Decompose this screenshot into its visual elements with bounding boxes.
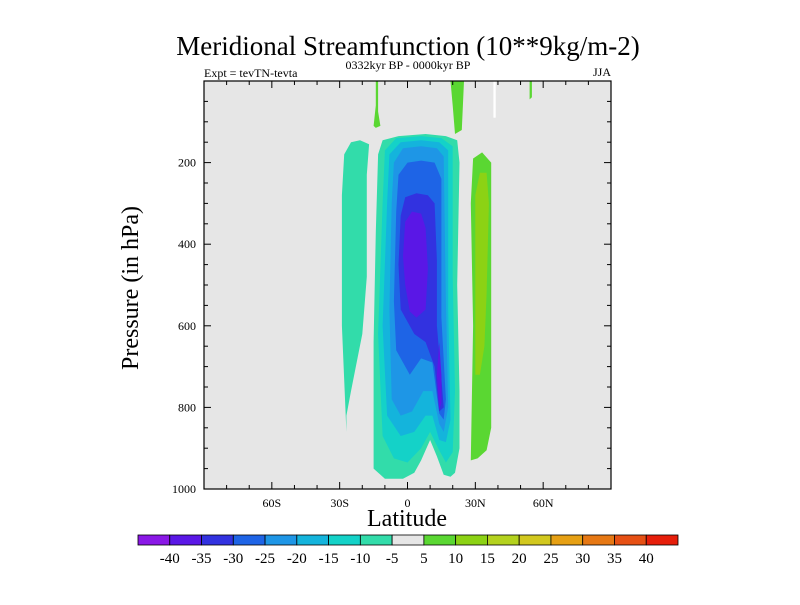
colorbar-box (296, 534, 329, 546)
colorbar-box (359, 534, 393, 546)
colorbar-label: 15 (480, 551, 495, 567)
contour-region-14 (493, 81, 496, 118)
y-tick-label: 400 (178, 237, 196, 251)
experiment-label: Expt = tevTN-tevta (204, 66, 298, 80)
colorbar-label: 35 (607, 551, 622, 567)
colorbar-box (391, 534, 425, 546)
colorbar-box (137, 534, 171, 546)
colorbar-label: -30 (223, 551, 243, 567)
contour-region-12 (475, 172, 489, 375)
colorbar-box (328, 534, 361, 546)
x-tick-label: 60N (533, 496, 554, 510)
y-axis-label: Pressure (in hPa) (118, 206, 144, 370)
x-tick-label: 60S (262, 496, 281, 510)
colorbar-label: -10 (350, 551, 370, 567)
plot-area (203, 80, 612, 490)
contour-region-0 (341, 140, 370, 432)
chart-subtitle: 0332kyr BP - 0000kyr BP (346, 58, 471, 72)
contour-region-7 (403, 211, 428, 318)
colorbar-label: 20 (512, 551, 527, 567)
colorbar-label: -5 (386, 551, 399, 567)
x-tick-label: 0 (405, 496, 411, 510)
colorbar-box (423, 534, 457, 546)
colorbar-label: 25 (543, 551, 558, 567)
season-label: JJA (593, 65, 611, 79)
x-tick-label: 30N (465, 496, 486, 510)
colorbar-box (487, 534, 520, 546)
contour-region-13 (529, 81, 532, 100)
colorbar-box (264, 534, 298, 546)
chart-title: Meridional Streamfunction (10**9kg/m-2) (176, 31, 639, 61)
colorbar-box (232, 534, 266, 546)
contour-region-8 (436, 342, 442, 410)
y-axis-ticks: 200 400 600 800 1000 (172, 80, 611, 496)
colorbar-label: -25 (255, 551, 275, 567)
contour-regions (341, 81, 532, 479)
colorbar-box (455, 534, 488, 546)
x-axis-label: Latitude (367, 506, 447, 532)
colorbar-label: 10 (448, 551, 463, 567)
colorbar-label: 5 (420, 551, 428, 567)
colorbar-box (550, 534, 584, 546)
colorbar-box (645, 534, 679, 546)
y-tick-label: 1000 (172, 482, 196, 496)
colorbar-label: 30 (575, 551, 590, 567)
y-tick-label: 800 (178, 400, 196, 414)
colorbar-box (169, 534, 202, 546)
colorbar-box (614, 534, 647, 546)
x-tick-label: 30S (330, 496, 349, 510)
colorbar-label: 40 (639, 551, 654, 567)
contour-region-9 (373, 81, 381, 128)
colorbar-box (518, 534, 552, 546)
colorbar-label: -35 (192, 551, 212, 567)
y-tick-label: 600 (178, 319, 196, 333)
colorbar-label: -15 (319, 551, 339, 567)
colorbar: -40 -35 -30 -25 -20 -15 -10 -5 5 10 15 20 25 30 35 40 (137, 534, 679, 567)
colorbar-box (582, 534, 615, 546)
y-tick-label: 200 (178, 156, 196, 170)
contour-region-10 (450, 81, 464, 134)
colorbar-label: -40 (160, 551, 180, 567)
x-axis-ticks: 60S 30S 0 30N 60N (203, 81, 612, 510)
colorbar-box (201, 534, 234, 546)
colorbar-label: -20 (287, 551, 307, 567)
